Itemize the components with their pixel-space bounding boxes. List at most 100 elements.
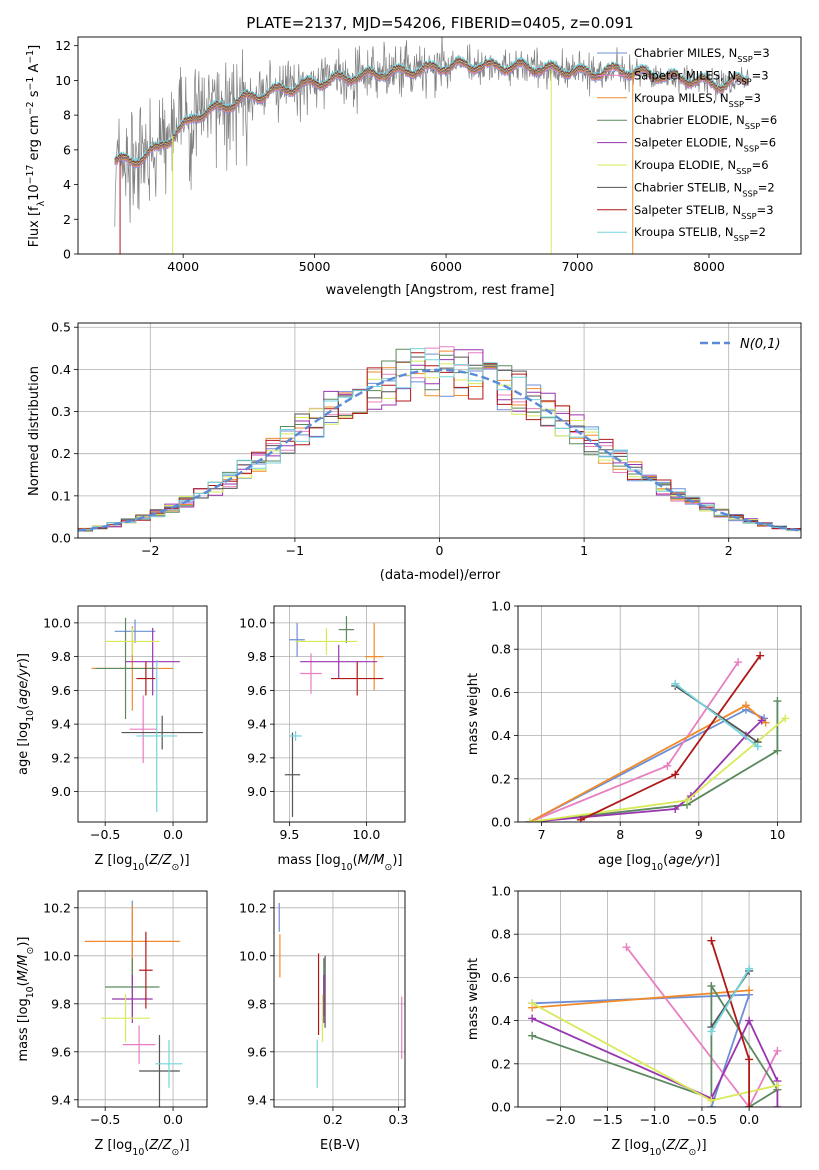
y-tick-label: 9.4 [51, 717, 71, 732]
x-axis-label: (data-model)/error [380, 568, 501, 583]
label-part: Z [log [611, 1138, 649, 1153]
x-axis-label: mass [log10(M/M⊙)] [278, 853, 403, 873]
panel-residuals: −2 −1 0 1 2 0.0 0.1 0.2 0.3 0.4 0.5 (data-model)/er… [27, 320, 802, 583]
label-part: )] [696, 1138, 706, 1153]
x-axis-label: Z [log10(Z/Z⊙)] [611, 1138, 706, 1158]
label-part: age [log [598, 853, 651, 868]
weight-marker [773, 697, 782, 706]
y-axis-label: mass [log10(M/M⊙)] [16, 937, 36, 1062]
label-part: 10 [341, 862, 353, 873]
label-part: −17 [25, 165, 36, 185]
y-tick-label: 10.2 [239, 900, 267, 915]
y-tick-label: 9.0 [247, 784, 267, 799]
x-tick-label: 7 [538, 827, 546, 842]
weight-marker [745, 986, 754, 995]
label-part: mass [log [278, 853, 341, 868]
x-tick-label: 10 [769, 827, 785, 842]
panel-age-vs-Z: −0.5 0.09.09.29.49.69.810.0Z [log10(Z/Z⊙)… [16, 605, 208, 873]
weight-marker [707, 1027, 716, 1036]
y-tick-label: 0.0 [51, 531, 71, 546]
weight-marker [671, 770, 680, 779]
weight-line [532, 993, 751, 1107]
weight-marker [745, 964, 754, 973]
weight-marker [773, 1046, 782, 1055]
label-part: Salpeter MILES, N [634, 68, 736, 82]
x-tick-label: 9 [695, 827, 703, 842]
x-axis-label: wavelength [Angstrom, rest frame] [326, 283, 555, 298]
y-tick-label: 10.0 [239, 615, 267, 630]
y-tick-label: 2 [63, 212, 71, 227]
label-part: erg cm [27, 115, 42, 164]
label-part: SSP [734, 233, 749, 243]
y-tick-label: 9.0 [51, 784, 71, 799]
label-part: ⊙ [172, 1147, 180, 1158]
label-part: =6 [760, 113, 777, 127]
label-part: SSP [742, 188, 757, 198]
label-part: =6 [752, 158, 769, 172]
label-part: −1 [25, 50, 36, 64]
label-part: ⊙ [384, 862, 392, 873]
x-tick-label: −1 [286, 543, 304, 558]
y-tick-label: 1.0 [491, 599, 511, 614]
legend-label: Chabrier STELIB, NSSP=2 [634, 180, 775, 198]
x-axis-label: Z [log10(Z/Z⊙)] [94, 853, 189, 873]
legend-label: Salpeter STELIB, NSSP=3 [634, 203, 774, 221]
panels: 4000 5000 6000 7000 8000024681012wavelength … [16, 36, 802, 1158]
x-tick-label: 9.5 [279, 827, 299, 842]
y-axis-label: Flux [fλ10−17 erg cm−2 s−1 A−1] [25, 45, 47, 247]
y-tick-label: 8 [63, 108, 71, 123]
y-axis-label: mass weight [466, 958, 481, 1040]
x-tick-label: 10.0 [353, 827, 381, 842]
label-part: =2 [749, 225, 766, 239]
weight-marker [683, 796, 692, 805]
legend-label: Chabrier MILES, NSSP=3 [634, 46, 770, 64]
weight-marker [734, 658, 743, 667]
y-tick-label: 0.4 [51, 362, 71, 377]
label-part: )] [16, 937, 31, 947]
weight-marker [741, 701, 750, 710]
y-tick-label: 10.0 [43, 615, 71, 630]
label-part: ( [144, 853, 149, 868]
x-tick-label: −0.5 [687, 1112, 717, 1127]
weight-marker [525, 818, 534, 822]
label-part: M/M [358, 853, 385, 868]
y-tick-label: 9.6 [247, 683, 267, 698]
panel-weight-vs-Z: −2.0 −1.5 −1.0 −0.5 0.0 0.0 0.2 0.4 0.6 0.8 1.0 Z [… [466, 884, 802, 1158]
x-axis-label: Z [log10(Z/Z⊙)] [94, 1138, 189, 1158]
y-tick-label: 0.6 [491, 970, 511, 985]
label-part: age/yr [668, 853, 711, 868]
label-part: Z [log [94, 853, 132, 868]
label-part: ( [353, 853, 358, 868]
label-part: SSP [736, 166, 751, 176]
label-part: Z/Z [665, 1138, 689, 1153]
y-axis-label: mass weight [466, 673, 481, 755]
label-part: =2 [758, 180, 775, 194]
label-part: ( [144, 1138, 149, 1153]
y-tick-label: 0.2 [491, 771, 511, 786]
x-tick-label: 0.3 [389, 1112, 409, 1127]
weight-marker [707, 982, 716, 991]
y-tick-label: 9.6 [51, 683, 71, 698]
y-tick-label: 9.4 [51, 1092, 71, 1107]
label-part: )] [179, 1138, 189, 1153]
y-tick-label: 9.4 [247, 1092, 267, 1107]
label-part: Z/Z [148, 853, 172, 868]
weight-marker [528, 1031, 537, 1040]
weight-marker [671, 805, 680, 814]
weight-marker [756, 651, 765, 660]
axes-frame [517, 605, 802, 823]
label-part: 10 [132, 862, 144, 873]
label-part: )] [710, 853, 720, 868]
label-part: 10 [651, 862, 663, 873]
legend-label: Salpeter MILES, NSSP=3 [634, 68, 769, 86]
x-tick-label: −1.5 [592, 1112, 622, 1127]
y-axis-label: age [log10(age/yr)] [16, 653, 36, 775]
legend-label: Kroupa MILES, NSSP=3 [634, 91, 761, 109]
x-tick-label: 0 [436, 543, 444, 558]
label-part: =3 [757, 203, 774, 217]
weight-line [674, 683, 759, 748]
x-tick-label: 7000 [562, 259, 594, 274]
weight-marker [745, 1055, 754, 1064]
weight-marker [528, 1014, 537, 1023]
